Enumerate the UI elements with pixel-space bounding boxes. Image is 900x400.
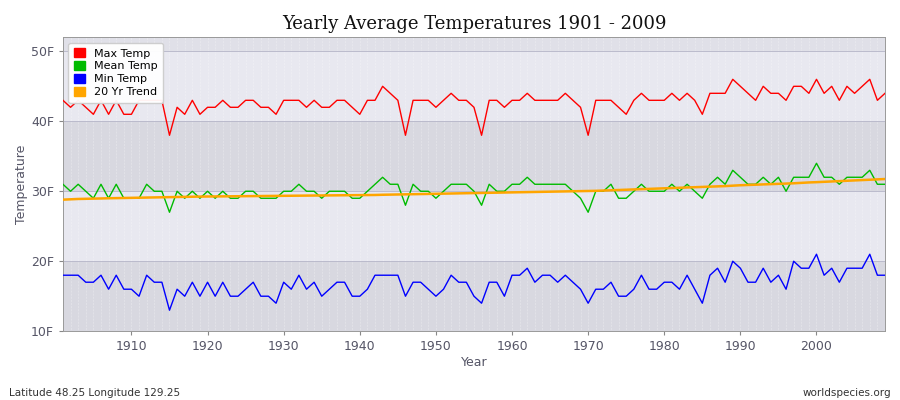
Bar [63,51,885,121]
X-axis label: Year: Year [461,356,487,369]
Text: Latitude 48.25 Longitude 129.25: Latitude 48.25 Longitude 129.25 [9,388,180,398]
Bar [63,191,885,261]
Legend: Max Temp, Mean Temp, Min Temp, 20 Yr Trend: Max Temp, Mean Temp, Min Temp, 20 Yr Tre… [68,43,163,103]
Title: Yearly Average Temperatures 1901 - 2009: Yearly Average Temperatures 1901 - 2009 [282,15,666,33]
Y-axis label: Temperature: Temperature [15,144,28,224]
Bar [63,121,885,191]
Bar [63,261,885,331]
Text: worldspecies.org: worldspecies.org [803,388,891,398]
